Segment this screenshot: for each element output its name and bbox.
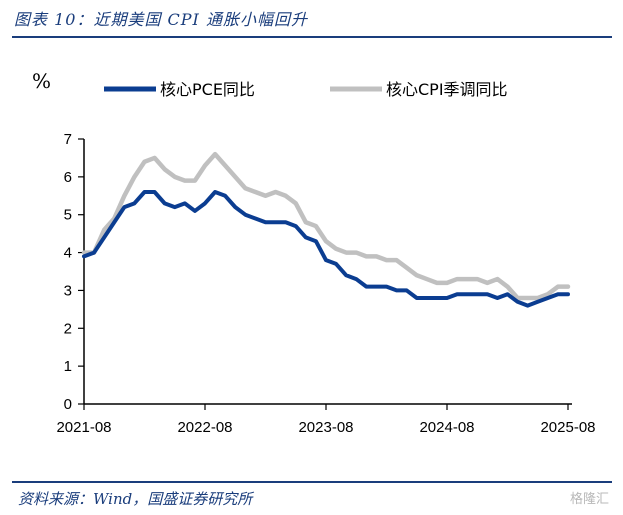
x-tick-label: 2022-08 bbox=[177, 419, 232, 436]
series-line-core-cpi bbox=[81, 151, 571, 301]
x-tick-label: 2021-08 bbox=[56, 419, 111, 436]
x-tick-label: 2024-08 bbox=[419, 419, 474, 436]
y-tick-label: 7 bbox=[64, 131, 72, 148]
title-divider bbox=[12, 36, 612, 38]
y-tick-label: 3 bbox=[64, 282, 72, 299]
y-tick-label: 0 bbox=[64, 396, 72, 413]
y-axis-unit: % bbox=[32, 69, 51, 93]
chart-legend: 核心PCE同比 核心CPI季调同比 bbox=[104, 80, 508, 99]
y-tick-label: 6 bbox=[64, 169, 72, 186]
chart-axes: 0 1 2 3 4 5 6 7 2021-08 2022-08 2023-08 2024-08 2025… bbox=[56, 131, 595, 436]
figure-title: 图表 10：近期美国 CPI 通胀小幅回升 bbox=[14, 10, 308, 29]
y-tick-label: 4 bbox=[64, 245, 72, 262]
series-layer bbox=[81, 151, 571, 308]
y-tick-label: 5 bbox=[64, 207, 72, 224]
legend-core-pce-label: 核心PCE同比 bbox=[160, 80, 255, 99]
source-note: 资料来源：Wind，国盛证券研究所 bbox=[18, 490, 253, 508]
line-chart: 0 1 2 3 4 5 6 7 2021-08 2022-08 2023-08 2024-08 2025… bbox=[32, 69, 596, 436]
x-tick-label: 2025-08 bbox=[540, 419, 595, 436]
legend-core-cpi-label: 核心CPI季调同比 bbox=[386, 80, 508, 99]
footer-divider bbox=[12, 481, 612, 483]
watermark: 格隆汇 bbox=[569, 492, 609, 507]
series-line-core-pce bbox=[82, 190, 570, 308]
y-tick-label: 1 bbox=[64, 358, 72, 375]
y-tick-label: 2 bbox=[64, 320, 72, 337]
x-tick-label: 2023-08 bbox=[298, 419, 353, 436]
